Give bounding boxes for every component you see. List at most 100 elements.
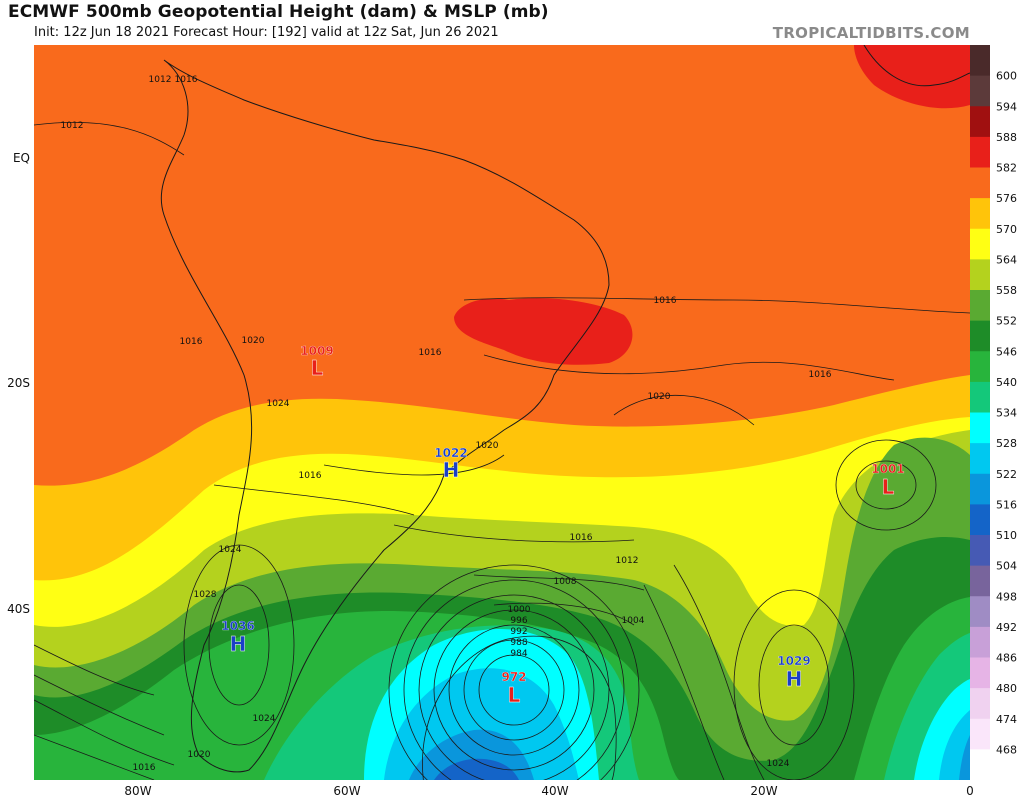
low-1001-value: 1001: [871, 462, 904, 476]
colorbar-swatch: [970, 106, 990, 138]
isobar-label: 1000: [508, 605, 531, 615]
map-title: ECMWF 500mb Geopotential Height (dam) & …: [8, 2, 549, 22]
isobar-label: 1024: [267, 399, 290, 409]
isobar-lines: [34, 122, 970, 780]
isobar-label: 1012: [61, 121, 84, 131]
colorbar-label: 564: [996, 253, 1017, 266]
lon-label-0: 0: [966, 784, 974, 798]
colorbar-svg: 600 594 588 582 576 570 564 558 552 546 540 534 528 5…: [970, 45, 1017, 781]
colorbar-swatch: [970, 290, 990, 322]
colorbar-swatch: [970, 198, 990, 230]
isobar-label: 1020: [476, 441, 499, 451]
colorbar-swatch: [970, 596, 990, 628]
lat-label-eq: EQ: [12, 151, 30, 165]
isobar-label: 1020: [188, 750, 211, 760]
colorbar-label: 588: [996, 131, 1017, 144]
colorbar-swatch: [970, 351, 990, 383]
colorbar-label: 498: [996, 590, 1017, 603]
colorbar-swatch: [970, 228, 990, 260]
isobar-label: 1016: [180, 337, 203, 347]
colorbar-swatch: [970, 412, 990, 444]
colorbar-label: 468: [996, 743, 1017, 756]
isobar-label: 1016: [175, 75, 198, 85]
colorbar-label: 510: [996, 529, 1017, 542]
lon-label-60w: 60W: [333, 784, 361, 798]
colorbar-label: 528: [996, 437, 1017, 450]
colorbar-swatch: [970, 718, 990, 750]
isobar-label: 1012: [616, 556, 639, 566]
colorbar: 600 594 588 582 576 570 564 558 552 546 540 534 528 5…: [970, 45, 1024, 781]
isobar-label: 1020: [242, 336, 265, 346]
colorbar-label: 522: [996, 468, 1017, 481]
isobar-label: 1012: [149, 75, 172, 85]
isobar-label: 1008: [554, 577, 577, 587]
colorbar-label: 552: [996, 315, 1017, 328]
colorbar-swatch: [970, 657, 990, 689]
isobar-label: 1028: [194, 590, 217, 600]
low-972-value: 972: [501, 670, 526, 684]
lon-label-40w: 40W: [541, 784, 569, 798]
coastline-south-america: [160, 59, 610, 773]
isobar-label: 1024: [767, 759, 790, 769]
colorbar-label: 582: [996, 162, 1017, 175]
isobar-label: 988: [510, 638, 527, 648]
colorbar-label: 594: [996, 100, 1017, 113]
colorbar-swatch: [970, 443, 990, 475]
isobar-label: 1024: [253, 714, 276, 724]
colorbar-swatch: [970, 381, 990, 414]
colorbar-swatch: [970, 320, 990, 352]
low-972-marker: L: [508, 683, 521, 707]
isobar-label: 1020: [648, 392, 671, 402]
high-1029-marker: H: [786, 667, 803, 691]
colorbar-label: 576: [996, 192, 1017, 205]
isobar-label: 1016: [419, 348, 442, 358]
low-1009-value: 1009: [300, 344, 333, 358]
isobar-label: 1016: [133, 763, 156, 773]
colorbar-label: 546: [996, 345, 1017, 358]
high-1022-value: 1022: [434, 446, 467, 460]
isobar-label: 1016: [570, 533, 593, 543]
isobar-label: 984: [510, 649, 527, 659]
height-fill-588: [454, 298, 633, 365]
colorbar-swatch: [970, 504, 990, 536]
colorbar-swatch: [970, 749, 990, 781]
isobar-label: 1016: [654, 296, 677, 306]
colorbar-label: 558: [996, 284, 1017, 297]
colorbar-swatch: [970, 45, 990, 77]
colorbar-label: 516: [996, 498, 1017, 511]
colorbar-swatch: [970, 259, 990, 291]
colorbar-label: 570: [996, 223, 1017, 236]
isobar-label: 996: [510, 616, 527, 626]
map-panel: 1009 L 1022 H 1001 L 1036 H 972 L 1029 H…: [34, 45, 970, 780]
height-fill-528: [384, 668, 970, 780]
high-1029-value: 1029: [777, 654, 810, 668]
isobar-label: 992: [510, 627, 527, 637]
colorbar-swatch: [970, 136, 990, 169]
colorbar-label: 600: [996, 70, 1017, 83]
isobar-label: 1016: [299, 471, 322, 481]
colorbar-label: 474: [996, 713, 1017, 726]
isobar-label: 1004: [622, 616, 645, 626]
colorbar-swatch: [970, 565, 990, 597]
high-1036-value: 1036: [221, 619, 254, 633]
lat-label-40s: 40S: [7, 602, 30, 616]
colorbar-label: 540: [996, 376, 1017, 389]
colorbar-swatch: [970, 626, 990, 659]
colorbar-label: 480: [996, 682, 1017, 695]
site-credit: TROPICALTIDBITS.COM: [772, 24, 970, 42]
colorbar-swatch: [970, 75, 990, 107]
colorbar-swatch: [970, 473, 990, 505]
height-fill-516: [434, 758, 519, 780]
isobar-label: 1024: [219, 545, 242, 555]
lat-label-20s: 20S: [7, 376, 30, 390]
isobar-label: 1016: [809, 370, 832, 380]
lon-label-80w: 80W: [124, 784, 152, 798]
map-subtitle: Init: 12z Jun 18 2021 Forecast Hour: [19…: [34, 25, 499, 40]
colorbar-swatch: [970, 535, 990, 567]
low-1009-marker: L: [311, 356, 324, 380]
colorbar-label: 486: [996, 652, 1017, 665]
colorbar-label: 534: [996, 407, 1017, 420]
colorbar-label: 504: [996, 560, 1017, 573]
lon-label-20w: 20W: [750, 784, 778, 798]
colorbar-label: 492: [996, 621, 1017, 634]
